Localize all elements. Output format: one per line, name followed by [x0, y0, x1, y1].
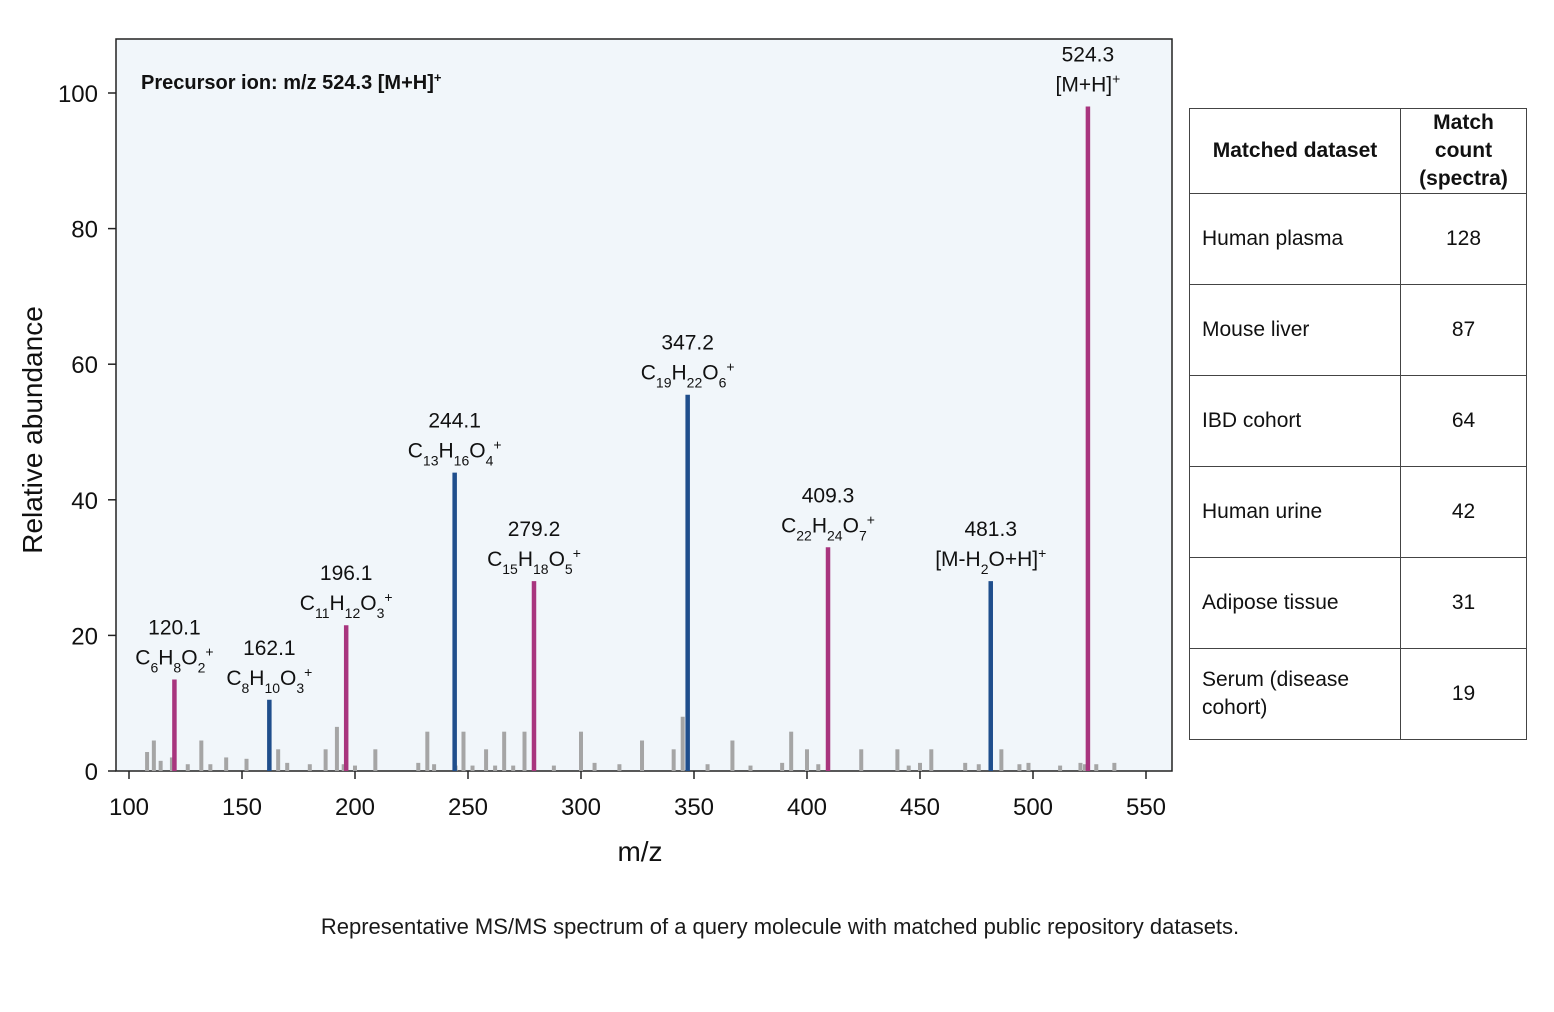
x-tick-label: 200 [335, 794, 375, 821]
x-tick-label: 150 [222, 794, 262, 821]
table-row: Human plasma 128 [1189, 193, 1527, 285]
peak-formula-label: C8H10O3+ [226, 664, 312, 696]
peak-formula-label: [M-H2O+H]+ [935, 545, 1046, 577]
peak-formula-label: C22H24O7+ [781, 511, 875, 543]
y-axis-label: Relative abundance [17, 306, 48, 554]
y-tick-label: 20 [71, 623, 98, 650]
count-cell: 19 [1400, 648, 1527, 740]
x-tick-label: 350 [674, 794, 714, 821]
x-tick-label: 400 [787, 794, 827, 821]
x-tick-label: 100 [109, 794, 149, 821]
x-axis-label: m/z [617, 836, 662, 867]
count-cell: 42 [1400, 466, 1527, 558]
x-tick-label: 450 [900, 794, 940, 821]
x-tick-label: 500 [1013, 794, 1053, 821]
x-tick-label: 300 [561, 794, 601, 821]
y-tick-label: 0 [85, 759, 98, 786]
table-row: Human urine 42 [1189, 466, 1527, 558]
peak-formula-label: C15H18O5+ [487, 545, 581, 577]
table-row: IBD cohort 64 [1189, 375, 1527, 467]
plot-area [115, 38, 1173, 772]
peak-formula-label: C13H16O4+ [408, 437, 502, 469]
header-match-count: Match count (spectra) [1400, 108, 1527, 194]
table-row: Adipose tissue 31 [1189, 557, 1527, 649]
peak-mz-label: 347.2 [661, 332, 714, 355]
dataset-cell: Human urine [1189, 466, 1401, 558]
peak-mz-label: 196.1 [320, 562, 373, 585]
table-row: Mouse liver 87 [1189, 284, 1527, 376]
y-tick-label: 60 [71, 352, 98, 379]
matched-datasets-table: Matched dataset Match count (spectra) Hu… [1189, 108, 1527, 740]
dataset-cell: Human plasma [1189, 193, 1401, 285]
dataset-cell: IBD cohort [1189, 375, 1401, 467]
peak-formula-label: [M+H]+ [1056, 71, 1121, 97]
count-cell: 31 [1400, 557, 1527, 649]
figure-caption: Representative MS/MS spectrum of a query… [320, 914, 1240, 939]
y-tick-label: 100 [58, 81, 98, 108]
y-tick-label: 40 [71, 488, 98, 515]
peak-mz-label: 244.1 [428, 410, 481, 433]
count-cell: 64 [1400, 375, 1527, 467]
table-header-row: Matched dataset Match count (spectra) [1189, 108, 1527, 194]
x-tick-label: 250 [448, 794, 488, 821]
peak-formula-label: C11H12O3+ [300, 589, 393, 621]
dataset-cell: Serum (disease cohort) [1189, 648, 1401, 740]
count-cell: 128 [1400, 193, 1527, 285]
peak-mz-label: 279.2 [508, 518, 561, 541]
count-cell: 87 [1400, 284, 1527, 376]
peak-mz-label: 481.3 [964, 518, 1017, 541]
chart-title: Precursor ion: m/z 524.3 [M+H]+ [141, 70, 442, 95]
dataset-cell: Adipose tissue [1189, 557, 1401, 649]
x-tick-label: 550 [1126, 794, 1166, 821]
y-tick-label: 80 [71, 217, 98, 244]
table-row: Serum (disease cohort) 19 [1189, 648, 1527, 740]
peak-formula-label: C19H22O6+ [641, 359, 735, 391]
peak-mz-label: 120.1 [148, 616, 201, 639]
spectrum-chart: 120.1 C6H8O2+ 162.1 C8H10O3+ 196.1 C11H12O3+ 2… [17, 38, 1173, 867]
peak-mz-label: 524.3 [1062, 44, 1115, 67]
peak-mz-label: 409.3 [802, 484, 855, 507]
peak-mz-label: 162.1 [243, 637, 296, 660]
header-dataset: Matched dataset [1189, 108, 1401, 194]
peak-formula-label: C6H8O2+ [135, 643, 213, 675]
dataset-cell: Mouse liver [1189, 284, 1401, 376]
